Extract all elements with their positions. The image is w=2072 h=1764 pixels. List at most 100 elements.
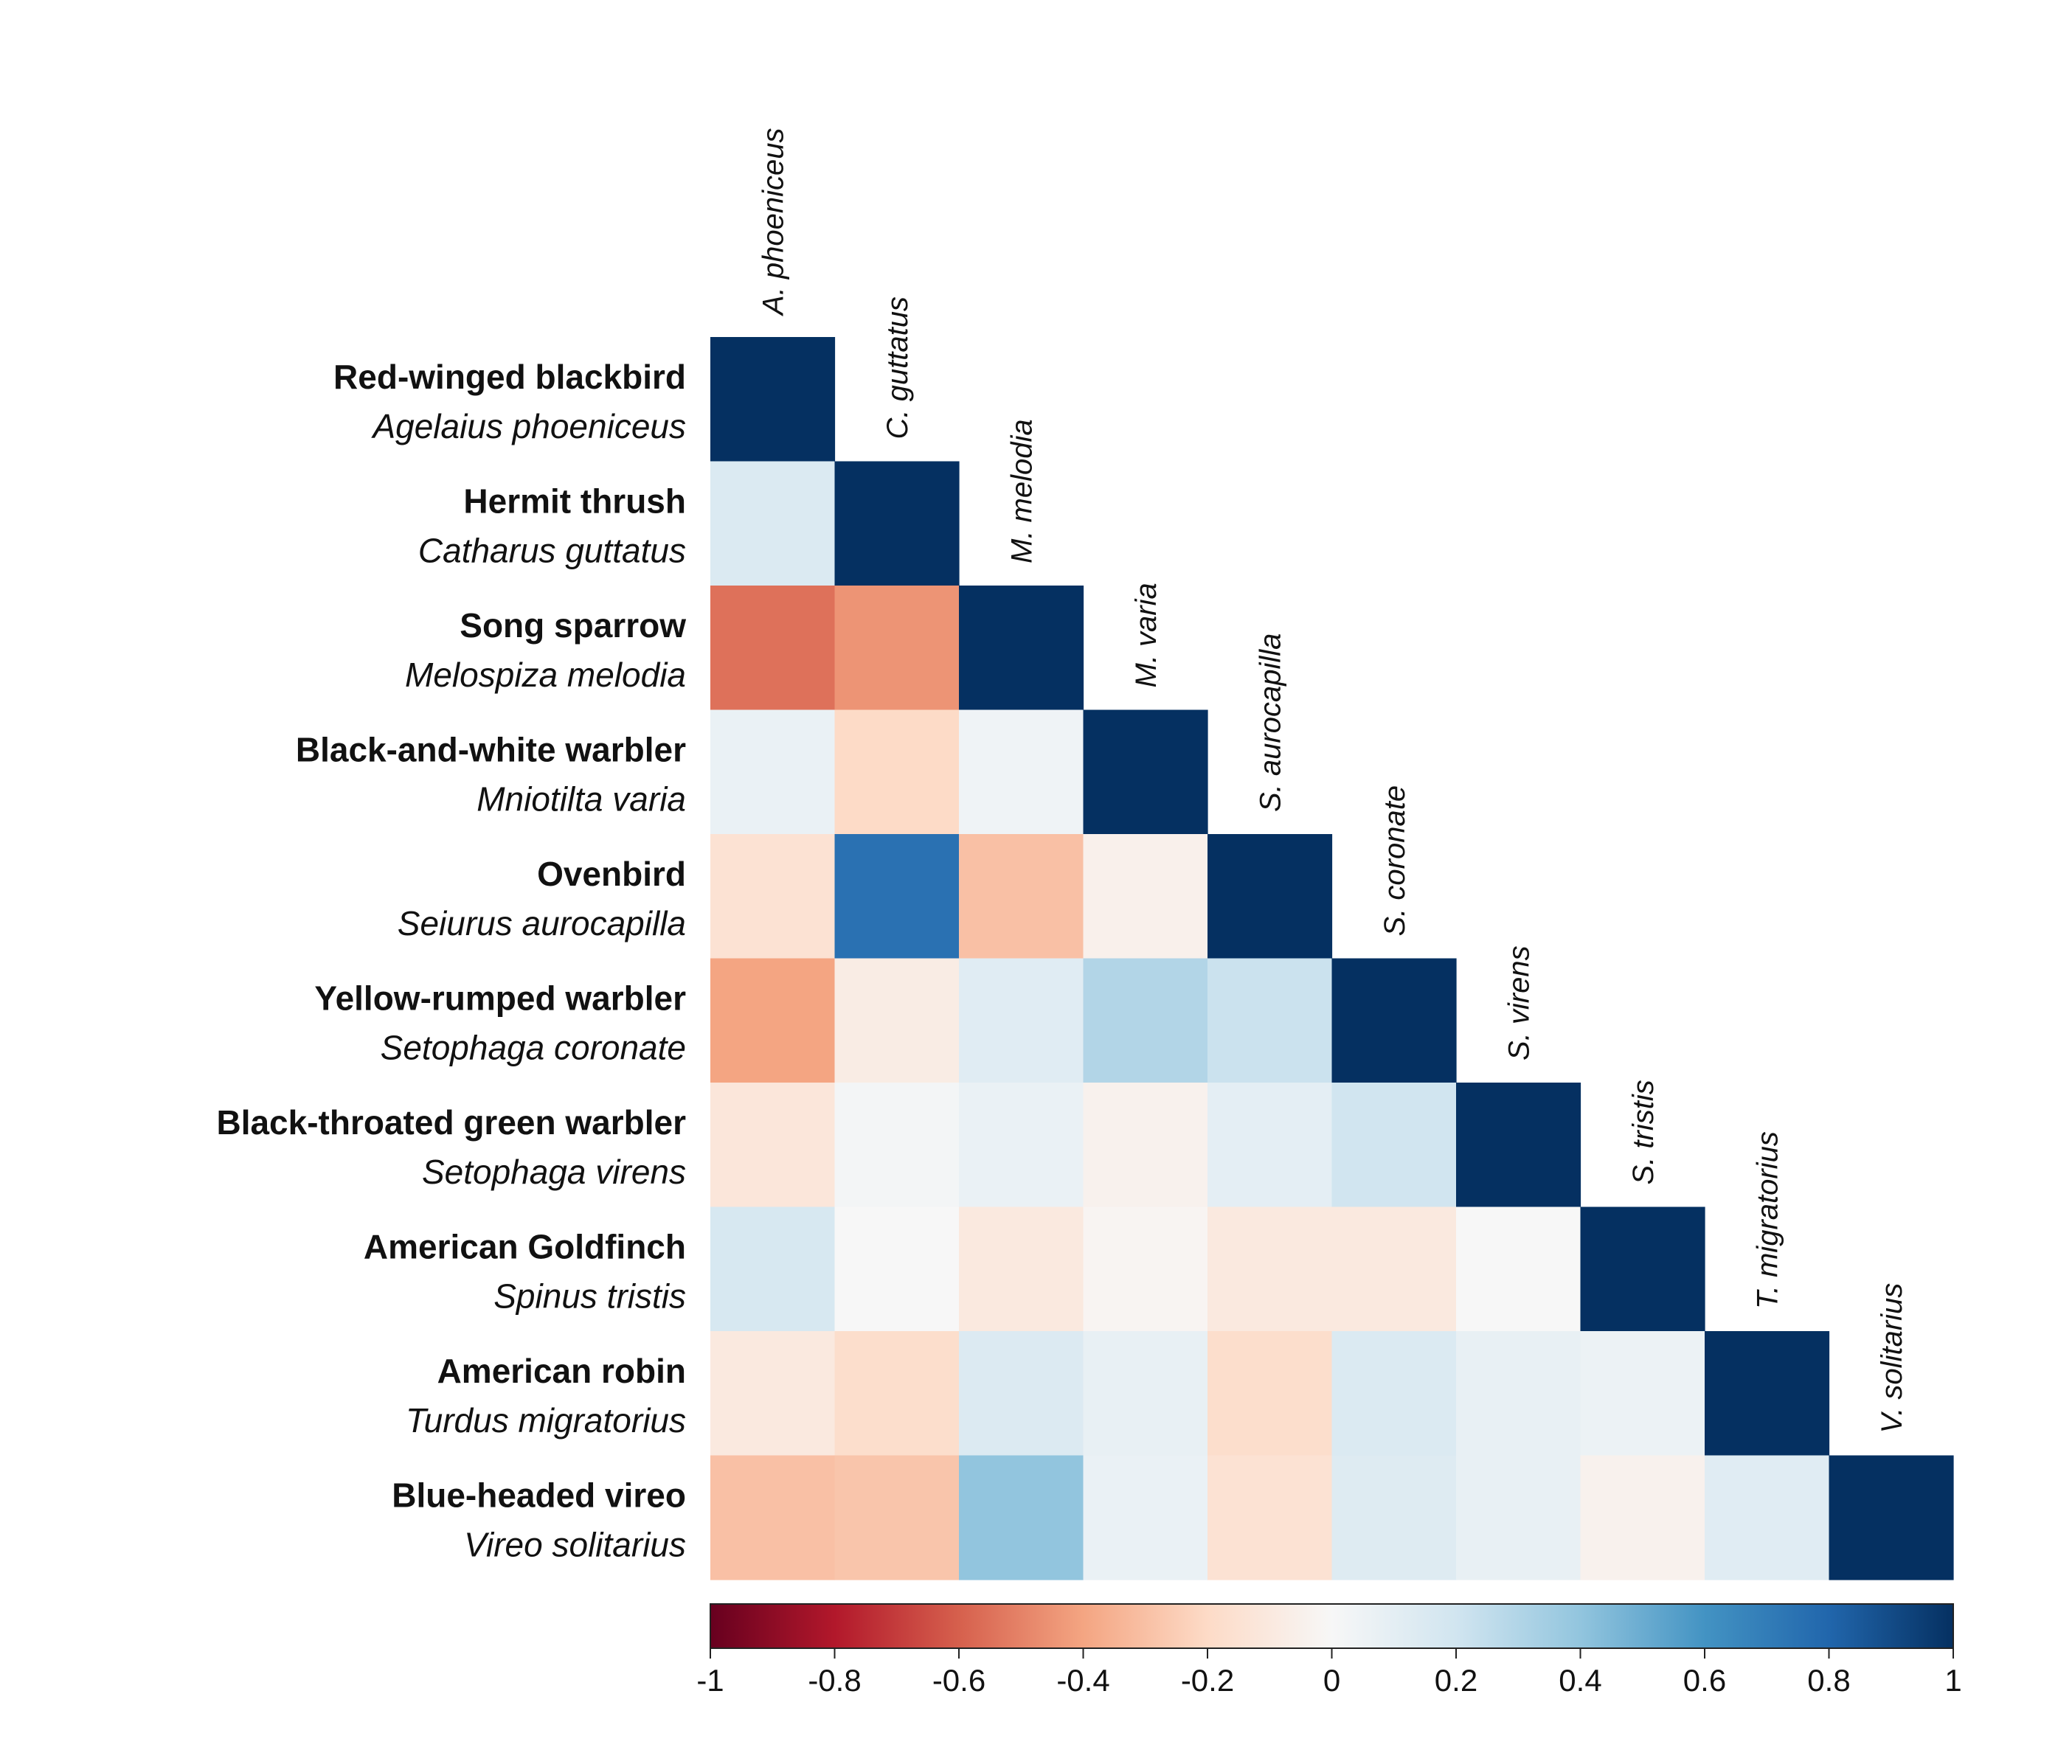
heatmap-cell <box>710 958 836 1083</box>
colorbar-tick-label: 0 <box>1323 1663 1340 1698</box>
heatmap-cell <box>1456 1331 1581 1456</box>
heatmap-cell <box>1207 1083 1333 1208</box>
row-label-common-name: Black-and-white warbler <box>296 731 686 769</box>
heatmap-cell <box>959 1083 1084 1208</box>
heatmap-cell <box>1331 1331 1457 1456</box>
row-label-scientific-name: Agelaius phoeniceus <box>370 407 686 445</box>
heatmap-cell <box>1456 1206 1581 1332</box>
colorbar-tick-label: 0.6 <box>1683 1663 1726 1698</box>
heatmap-cell <box>834 1331 960 1456</box>
heatmap-cell <box>710 1455 836 1580</box>
heatmap-cell <box>1580 1455 1705 1580</box>
heatmap-cell <box>1083 1206 1208 1332</box>
column-label: V. solitarius <box>1876 1283 1908 1434</box>
row-label-common-name: Yellow-rumped warbler <box>314 979 686 1018</box>
heatmap-cell <box>834 1083 960 1208</box>
heatmap-cell <box>1207 834 1333 959</box>
row-label-common-name: Black-throated green warbler <box>216 1103 686 1142</box>
heatmap-cell <box>959 1331 1084 1456</box>
heatmap-cell <box>1083 709 1208 835</box>
row-label-common-name: Blue-headed vireo <box>392 1476 686 1515</box>
heatmap-cell <box>959 709 1084 835</box>
heatmap-cell <box>1207 958 1333 1083</box>
heatmap-cell <box>1829 1455 1954 1580</box>
heatmap-cell <box>1083 1083 1208 1208</box>
row-label-scientific-name: Vireo solitarius <box>464 1526 686 1564</box>
heatmap-cell <box>1083 1331 1208 1456</box>
row-label-scientific-name: Setophaga virens <box>422 1153 686 1191</box>
heatmap-cell <box>1580 1331 1705 1456</box>
row-label-common-name: American robin <box>437 1352 686 1390</box>
heatmap-cell <box>834 834 960 959</box>
heatmap-cell <box>959 1455 1084 1580</box>
heatmap-cell <box>1083 834 1208 959</box>
row-label-common-name: Song sparrow <box>460 606 686 645</box>
heatmap-cell <box>834 709 960 835</box>
row-label-scientific-name: Spinus tristis <box>493 1277 686 1316</box>
heatmap-cell <box>1083 1455 1208 1580</box>
column-label: S. tristis <box>1627 1080 1660 1184</box>
heatmap-cell <box>710 1331 836 1456</box>
heatmap-cell <box>834 1206 960 1332</box>
heatmap-cell <box>1083 958 1208 1083</box>
heatmap-cell <box>1331 958 1457 1083</box>
heatmap-cell <box>710 709 836 835</box>
heatmap-cell <box>710 461 836 586</box>
heatmap-cell <box>959 834 1084 959</box>
colorbar-tick-label: 1 <box>1944 1663 1961 1698</box>
row-label-scientific-name: Seiurus aurocapilla <box>398 904 686 942</box>
heatmap-cell <box>1580 1206 1705 1332</box>
heatmap-cell <box>1705 1331 1830 1456</box>
heatmap-cell <box>834 461 960 586</box>
heatmap-cell <box>1207 1206 1333 1332</box>
row-label-scientific-name: Catharus guttatus <box>418 532 686 570</box>
heatmap-cell <box>1331 1455 1457 1580</box>
heatmap-cell <box>1705 1455 1830 1580</box>
colorbar-tick-label: -1 <box>696 1663 724 1698</box>
colorbar-gradient <box>710 1603 1954 1649</box>
column-label: A. phoeniceus <box>757 128 789 316</box>
column-label: S. coronate <box>1379 785 1411 937</box>
heatmap-cells <box>710 337 1954 1580</box>
heatmap-cell <box>710 337 836 462</box>
row-label-scientific-name: Setophaga coronate <box>381 1029 686 1067</box>
row-label-scientific-name: Mniotilta varia <box>477 780 686 819</box>
heatmap-cell <box>710 1083 836 1208</box>
heatmap-cell <box>834 586 960 711</box>
heatmap-cell <box>1331 1206 1457 1332</box>
colorbar-tick-label: 0.8 <box>1807 1663 1850 1698</box>
column-label: C. guttatus <box>881 296 914 439</box>
colorbar-tick-label: -0.2 <box>1181 1663 1234 1698</box>
colorbar: -1 -0.8 -0.6 -0.4 -0.2 0 0.2 0.4 0.6 0.8 1 <box>696 1603 1962 1698</box>
heatmap-cell <box>1456 1083 1581 1208</box>
row-labels: Red-winged blackbird Agelaius phoeniceus H… <box>216 358 686 1564</box>
row-label-scientific-name: Melospiza melodia <box>405 656 686 694</box>
heatmap-cell <box>834 1455 960 1580</box>
column-labels: A. phoeniceus C. guttatus M. melodia M. var… <box>757 128 1908 1433</box>
heatmap-cell <box>834 958 960 1083</box>
colorbar-tick-label: 0.4 <box>1559 1663 1601 1698</box>
colorbar-tick-label: -0.8 <box>808 1663 861 1698</box>
heatmap-cell <box>1207 1331 1333 1456</box>
row-label-common-name: Hermit thrush <box>463 482 686 521</box>
row-label-common-name: American Goldfinch <box>364 1228 686 1266</box>
column-label: M. varia <box>1130 583 1163 687</box>
heatmap-cell <box>710 834 836 959</box>
heatmap-cell <box>1331 1083 1457 1208</box>
column-label: M. melodia <box>1005 419 1038 563</box>
colorbar-tick-label: -0.4 <box>1056 1663 1109 1698</box>
heatmap-cell <box>1456 1455 1581 1580</box>
heatmap-cell <box>959 958 1084 1083</box>
heatmap-cell <box>710 1206 836 1332</box>
column-label: S. virens <box>1503 945 1535 1060</box>
heatmap-cell <box>1207 1455 1333 1580</box>
colorbar-ticks: -1 -0.8 -0.6 -0.4 -0.2 0 0.2 0.4 0.6 0.8 1 <box>696 1648 1962 1698</box>
row-label-common-name: Ovenbird <box>537 855 686 893</box>
row-label-common-name: Red-winged blackbird <box>333 358 686 396</box>
colorbar-tick-label: 0.2 <box>1435 1663 1477 1698</box>
column-label: T. migratorius <box>1751 1131 1784 1309</box>
column-label: S. aurocapilla <box>1254 633 1286 812</box>
heatmap-cell <box>959 1206 1084 1332</box>
row-label-scientific-name: Turdus migratorius <box>406 1401 686 1440</box>
